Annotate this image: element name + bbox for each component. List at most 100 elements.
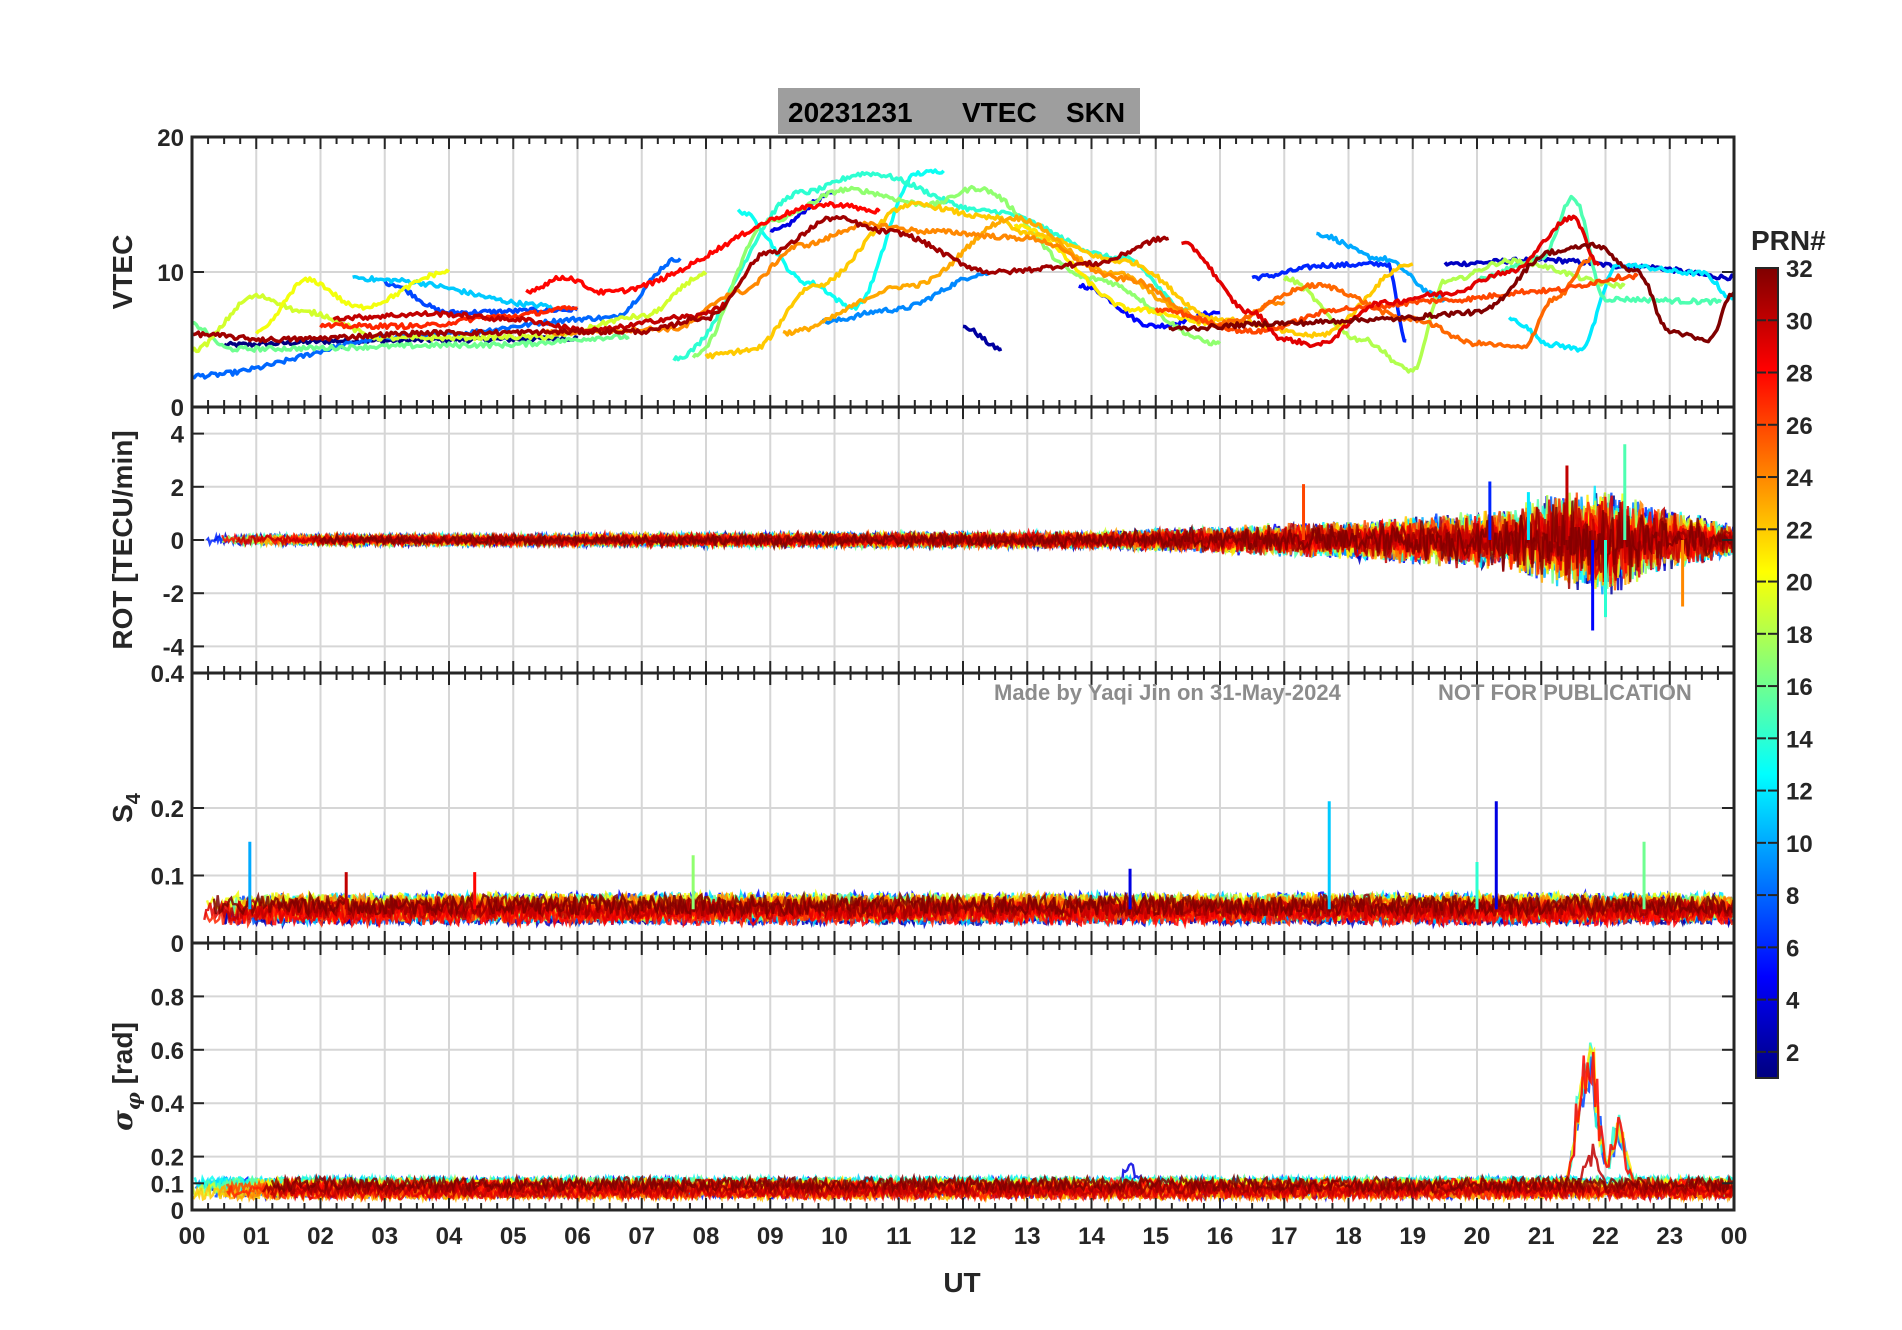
vtec-line-prn-32 xyxy=(1168,241,1736,344)
x-tick-label: 10 xyxy=(821,1223,848,1250)
vtec-line-prn-27 xyxy=(319,305,578,331)
s4-line-prn-32 xyxy=(212,890,1734,920)
rot-series xyxy=(205,444,1735,631)
vtec-line-prn-13 xyxy=(736,168,945,311)
watermark-author: Made by Yaqi Jin on 31-May-2024 xyxy=(994,680,1342,705)
x-tick-label: 22 xyxy=(1592,1223,1619,1250)
sigphi-ytick-label: 0 xyxy=(171,1198,184,1225)
s4-ytick-label: 0.2 xyxy=(151,796,184,823)
x-tick-label: 11 xyxy=(886,1223,911,1250)
x-tick-label: 15 xyxy=(1142,1223,1169,1250)
vtec-series xyxy=(190,168,1736,380)
x-tick-label: 14 xyxy=(1078,1223,1105,1250)
colorbar-tick-label: 26 xyxy=(1786,413,1813,440)
colorbar-tick-label: 12 xyxy=(1786,779,1813,806)
title-station: SKN xyxy=(1066,97,1125,128)
x-tick-label: 13 xyxy=(1014,1223,1041,1250)
x-tick-label: 12 xyxy=(950,1223,977,1250)
x-tick-label: 08 xyxy=(693,1223,720,1250)
vtec-line-prn-2 xyxy=(962,324,1003,352)
vtec-line-prn-28 xyxy=(525,200,881,296)
watermark: Made by Yaqi Jin on 31-May-2024 NOT FOR … xyxy=(994,680,1692,705)
vtec-line-prn-19 xyxy=(190,270,708,354)
s4-ytick-label: 0.4 xyxy=(151,661,185,688)
x-axis-label: UT xyxy=(943,1267,980,1298)
vtec-panel: 0 10 20 VTEC xyxy=(107,125,1736,422)
vtec-axes: 0 10 20 xyxy=(157,125,1736,422)
vtec-line-prn-16 xyxy=(191,320,630,353)
vtec-line-prn-23 xyxy=(782,214,1189,337)
colorbar-tick-label: 20 xyxy=(1786,570,1813,597)
sigphi-ytick-label: 0.2 xyxy=(151,1145,184,1172)
figure-title: 20231231 VTEC SKN xyxy=(778,88,1140,134)
x-tick-label: 05 xyxy=(500,1223,527,1250)
colorbar-tick-label: 30 xyxy=(1786,308,1813,335)
colorbar-tick-label: 14 xyxy=(1786,726,1813,753)
rot-ylabel: ROT [TECU/min] xyxy=(107,430,138,649)
vtec-line-prn-26 xyxy=(1154,272,1639,335)
vtec-ytick-label: 10 xyxy=(157,260,184,287)
vtec-ytick-label: 0 xyxy=(171,395,184,422)
colorbar-tick-label: 24 xyxy=(1786,465,1813,492)
watermark-notice: NOT FOR PUBLICATION xyxy=(1438,680,1692,705)
vtec-line-prn-9 xyxy=(820,270,990,325)
x-tick-label: 21 xyxy=(1528,1223,1555,1250)
s4-ytick-label: 0.1 xyxy=(151,864,184,891)
colorbar-tick-label: 28 xyxy=(1786,361,1813,388)
s4-ylabel: S4 xyxy=(107,792,145,823)
x-tick-label: 23 xyxy=(1656,1223,1683,1250)
sigphi-ylabel: σφ [rad] xyxy=(106,1022,145,1131)
colorbar-tick-label: 10 xyxy=(1786,831,1813,858)
sigphi-ytick-label: 0.8 xyxy=(151,984,184,1011)
vtec-line-prn-15 xyxy=(1476,194,1723,306)
sigphi-axes: 00.10.2 0.4 0.6 0.8 xyxy=(151,941,1736,1225)
sigma-phi-series xyxy=(191,1042,1736,1204)
vtec-line-prn-24 xyxy=(543,220,1286,337)
x-tick-label: 04 xyxy=(436,1223,463,1250)
s4-panel: 0 0.1 0.2 0.4 S4 xyxy=(107,661,1736,958)
x-tick-label: 00 xyxy=(1721,1223,1748,1250)
sigma-phi-panel: 00.10.2 0.4 0.6 0.8σφ [rad] xyxy=(106,941,1736,1225)
s4-ytick-label: 0 xyxy=(171,931,184,958)
x-tick-label: 03 xyxy=(371,1223,398,1250)
rot-line-prn-32 xyxy=(318,500,1735,583)
vtec-line-prn-6 xyxy=(1251,260,1407,343)
colorbar-tick-label: 18 xyxy=(1786,622,1813,649)
title-date: 20231231 xyxy=(788,97,913,128)
vtec-line-prn-20 xyxy=(255,268,451,335)
x-tick-label: 17 xyxy=(1271,1223,1298,1250)
rot-ytick-label: 0 xyxy=(171,528,184,555)
colorbar-tick-label: 22 xyxy=(1786,517,1813,544)
colorbar-tick-label: 8 xyxy=(1786,883,1799,910)
rot-ytick-label: -4 xyxy=(163,634,185,661)
s4-series xyxy=(203,801,1736,930)
x-tick-label: 01 xyxy=(243,1223,270,1250)
rot-panel: -4 -2 0 2 4 ROT [TECU/min] xyxy=(107,405,1736,675)
x-tick-label: 20 xyxy=(1464,1223,1491,1250)
colorbar-tick-label: 16 xyxy=(1786,674,1813,701)
x-tick-label: 07 xyxy=(628,1223,655,1250)
title-box xyxy=(778,88,1140,134)
colorbar-tick-label: 6 xyxy=(1786,935,1799,962)
x-tick-label: 06 xyxy=(564,1223,591,1250)
colorbar-tick-label: 2 xyxy=(1786,1040,1799,1067)
vtec-line-prn-17 xyxy=(691,184,1222,359)
x-tick-label: 00 xyxy=(179,1223,206,1250)
x-tick-label: 18 xyxy=(1335,1223,1362,1250)
colorbar-gradient xyxy=(1755,267,1779,1079)
sigma-phi-line-prn-32 xyxy=(270,1172,1734,1195)
x-tick-label: 19 xyxy=(1399,1223,1426,1250)
vtec-line-prn-11 xyxy=(352,274,553,310)
vtec-ylabel: VTEC xyxy=(107,235,138,310)
rot-ytick-label: 4 xyxy=(171,422,185,449)
x-tick-label: 16 xyxy=(1207,1223,1234,1250)
rot-ytick-label: -2 xyxy=(163,581,184,608)
rot-ytick-label: 2 xyxy=(171,475,184,502)
colorbar-label: PRN# xyxy=(1751,225,1826,256)
title-quantity: VTEC xyxy=(962,97,1037,128)
x-tick-label: 02 xyxy=(307,1223,334,1250)
vtec-line-prn-29 xyxy=(1181,214,1601,349)
sigphi-ytick-label: 0.4 xyxy=(151,1091,185,1118)
